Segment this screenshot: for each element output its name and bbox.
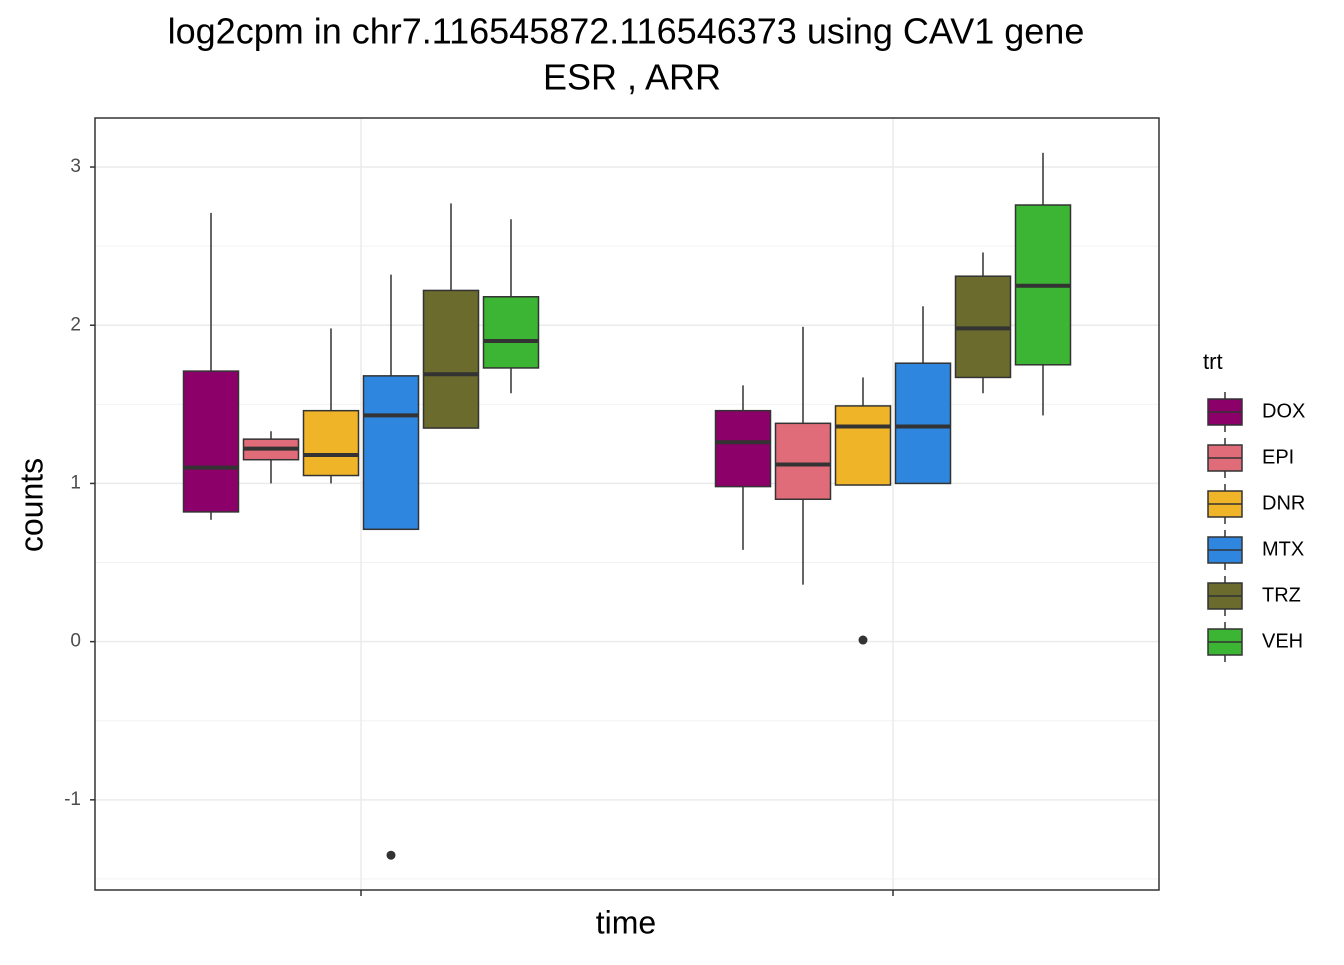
legend-label: DNR (1262, 492, 1305, 514)
legend-label: DOX (1262, 400, 1305, 422)
legend-label: VEH (1262, 630, 1303, 652)
legend-label: EPI (1262, 446, 1294, 468)
outlier (386, 850, 396, 860)
y-tick-label: -1 (64, 789, 81, 810)
y-tick-label: 2 (70, 314, 81, 335)
box (362, 375, 420, 531)
chart-title: ESR , ARR (543, 57, 721, 98)
box (834, 405, 892, 486)
y-axis-title: counts (13, 458, 49, 552)
box (894, 362, 952, 485)
box (774, 422, 832, 501)
chart-title: log2cpm in chr7.116545872.116546373 usin… (168, 11, 1085, 52)
legend-title: trt (1203, 349, 1223, 374)
y-tick-label: 1 (70, 472, 81, 493)
box (714, 409, 772, 488)
outlier (858, 635, 868, 645)
box (302, 409, 360, 477)
box (182, 370, 240, 513)
y-tick-label: 3 (70, 156, 81, 177)
box (482, 296, 540, 369)
x-axis-title: time (596, 904, 656, 940)
y-tick-label: 0 (70, 631, 81, 652)
legend-label: MTX (1262, 538, 1304, 560)
box (422, 289, 480, 429)
plot-border (94, 117, 1160, 891)
legend-label: TRZ (1262, 584, 1301, 606)
